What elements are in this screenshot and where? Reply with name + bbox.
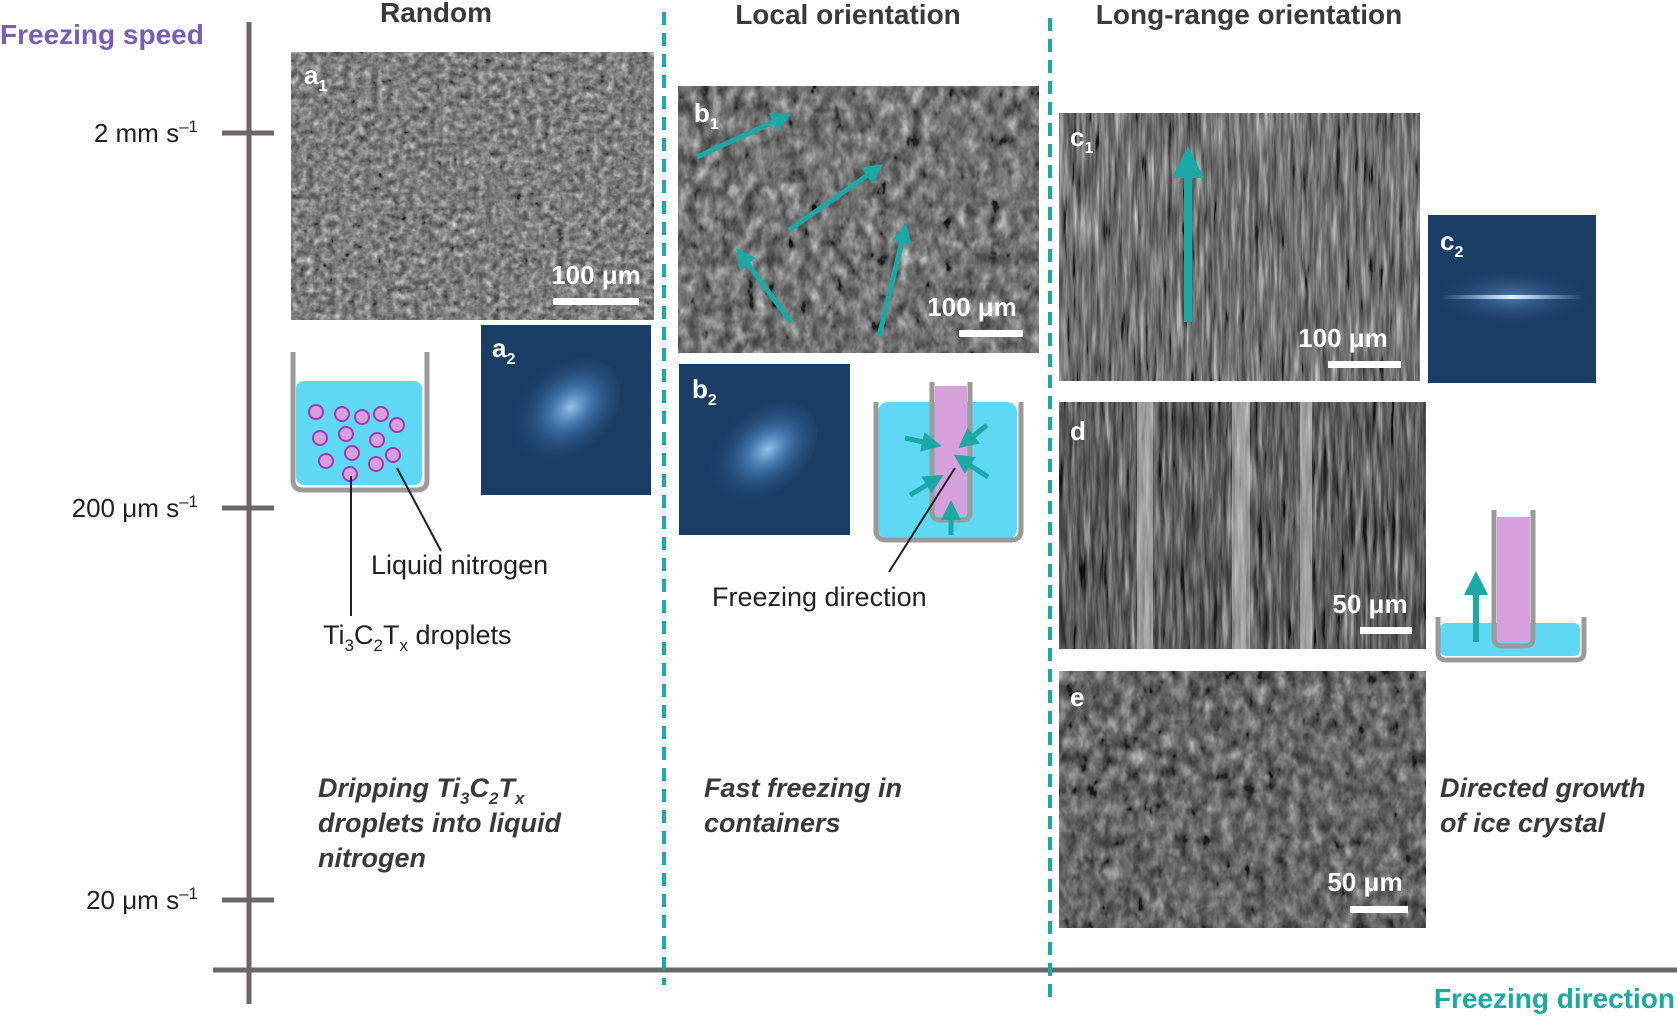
panel-a1: a1 100 μm <box>291 52 654 320</box>
panel-label-a1: a1 <box>304 60 327 95</box>
scale-bar-c1 <box>1328 361 1401 368</box>
scale-label-b1: 100 μm <box>927 292 1017 322</box>
panel-label-b2: b2 <box>692 374 717 409</box>
panel-b2: b2 <box>679 364 850 535</box>
column-title-random: Random <box>380 0 492 28</box>
panel-c2: c2 <box>1428 215 1596 383</box>
panel-label-b1: b1 <box>694 98 719 133</box>
method-long-line1: Directed growth <box>1440 773 1646 803</box>
tick-label-20um: 20 μm s–1 <box>86 884 198 915</box>
method-random-line3: nitrogen <box>318 843 426 873</box>
column-title-long-range: Long-range orientation <box>1096 0 1402 30</box>
method-random: Dripping Ti3C2Tx droplets into liquid ni… <box>318 773 561 873</box>
y-axis-title: Freezing speed <box>0 19 204 50</box>
axes <box>213 22 1677 1004</box>
method-random-line2: droplets into liquid <box>318 808 561 838</box>
method-long-line2: of ice crystal <box>1440 808 1606 838</box>
panel-e: e 50 μm <box>1059 671 1426 928</box>
tick-label-200um: 200 μm s–1 <box>72 492 198 523</box>
container-schematic <box>873 382 1024 573</box>
fiber-highlights-d <box>1137 402 1312 649</box>
label-liquid-nitrogen: Liquid nitrogen <box>371 550 548 580</box>
method-local-line2: containers <box>704 808 841 838</box>
panel-a2: a2 <box>481 325 651 495</box>
panel-label-a2: a2 <box>492 333 515 368</box>
scale-label-a1: 100 μm <box>551 260 641 290</box>
label-droplets: Ti3C2Tx droplets <box>323 620 512 655</box>
label-freezing-direction: Freezing direction <box>712 582 927 612</box>
orientation-arrows <box>695 113 912 338</box>
beaker-droplets <box>290 352 442 616</box>
scale-bar-a1 <box>553 298 639 305</box>
method-local-line1: Fast freezing in <box>704 773 902 803</box>
panel-b1: b1 100 μm <box>678 86 1039 353</box>
method-long: Directed growth of ice crystal <box>1440 773 1646 838</box>
method-local: Fast freezing in containers <box>704 773 902 838</box>
leader-nitrogen <box>396 467 442 552</box>
method-random-line1: Dripping Ti3C2Tx <box>318 773 526 808</box>
directed-growth-schematic <box>1435 510 1587 663</box>
scale-bar-e <box>1350 906 1408 913</box>
panel-d: d 50 μm <box>1059 402 1426 649</box>
container-tube-fill <box>935 386 967 516</box>
column-title-local: Local orientation <box>735 0 961 30</box>
directed-tube-fill <box>1497 517 1530 641</box>
panel-label-c2: c2 <box>1440 226 1463 261</box>
droplets <box>308 404 405 482</box>
scale-bar-d <box>1360 627 1412 634</box>
scale-label-e: 50 μm <box>1327 867 1402 897</box>
x-axis-title: Freezing direction <box>1434 983 1675 1014</box>
tick-label-2mm: 2 mm s–1 <box>94 117 198 148</box>
panel-label-d: d <box>1070 416 1086 446</box>
panel-label-e: e <box>1070 682 1084 712</box>
scale-label-d: 50 μm <box>1332 589 1407 619</box>
leader-freezing-direction <box>888 467 956 573</box>
panel-c1: c1 100 μm <box>1059 113 1420 381</box>
panel-label-c1: c1 <box>1070 122 1093 157</box>
freezing-arrows <box>904 423 990 535</box>
scale-label-c1: 100 μm <box>1298 323 1388 353</box>
fft-streak-c2 <box>1440 295 1584 299</box>
scale-bar-b1 <box>959 330 1023 337</box>
